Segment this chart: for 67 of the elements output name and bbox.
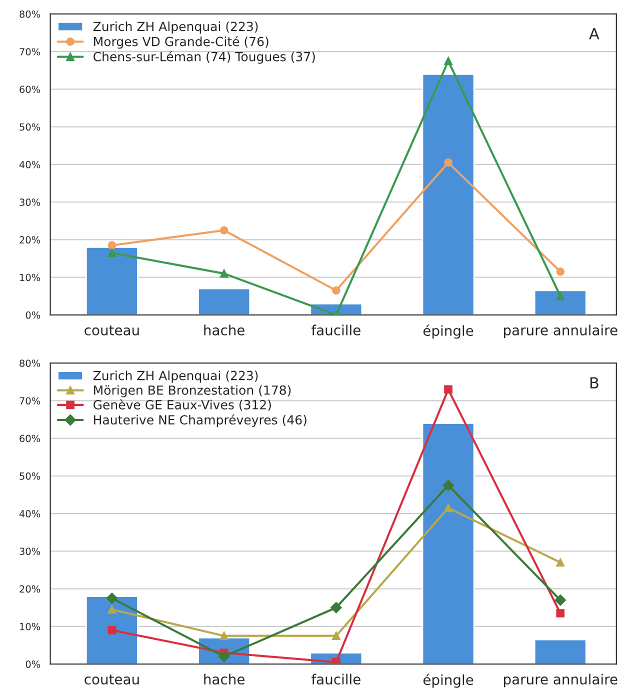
y-tick-label: 20% — [20, 236, 40, 244]
x-tick-label: parure annulaire — [504, 674, 618, 688]
y-tick-label: 60% — [20, 434, 40, 442]
y-tick-label: 10% — [20, 622, 40, 630]
y-tick-label: 50% — [20, 472, 40, 480]
point — [220, 226, 228, 234]
point — [444, 504, 452, 512]
y-tick-label: 10% — [20, 274, 40, 282]
y-tick-label: 80% — [20, 360, 40, 367]
bar — [534, 290, 587, 315]
y-tick-label: 40% — [19, 160, 40, 168]
y-tick-label: 80% — [20, 10, 40, 18]
bar — [534, 638, 587, 664]
x-tick-label: hache — [204, 324, 244, 336]
bar — [85, 596, 138, 664]
y-tick-label: 70% — [20, 48, 40, 56]
legend-label: Genève GE Eaux-Vives (312) — [94, 399, 271, 411]
x-tick-label: couteau — [84, 674, 139, 685]
point — [554, 594, 566, 606]
point — [218, 650, 230, 662]
y-tick-label: 0% — [26, 660, 40, 668]
x-tick-label: couteau — [84, 325, 139, 336]
y-tick-label: 20% — [20, 585, 40, 593]
legend-label: Mörigen BE Bronzestation (178) — [94, 385, 291, 398]
point — [556, 558, 565, 567]
bar — [85, 246, 138, 315]
x-tick-label: hache — [204, 674, 244, 685]
point — [108, 248, 116, 258]
point — [220, 269, 228, 278]
x-tick-label: épingle — [423, 324, 474, 339]
point — [444, 56, 452, 66]
point — [330, 602, 342, 614]
x-tick-label: faucille — [312, 324, 360, 336]
annotation: A — [589, 28, 600, 40]
legend-label: Chens-sur-Léman (74) Tougues (37) — [94, 51, 315, 64]
point — [332, 658, 340, 664]
point — [442, 480, 454, 491]
x-tick-label: épingle — [423, 674, 474, 688]
bar — [422, 422, 475, 664]
point — [108, 605, 116, 614]
point — [108, 241, 116, 250]
bar — [198, 288, 251, 315]
y-tick-label: 0% — [26, 311, 40, 319]
bar — [422, 73, 475, 315]
point — [444, 158, 452, 167]
point — [332, 286, 340, 295]
legend-label: Morges VD Grande-Cité (76) — [94, 36, 268, 49]
point — [556, 609, 565, 618]
point — [220, 632, 228, 640]
annotation: B — [590, 377, 598, 388]
y-tick-label: 50% — [20, 123, 40, 131]
point — [556, 268, 565, 276]
point — [106, 592, 118, 604]
legend-label: Zurich ZH Alpenquai (223) — [93, 21, 258, 34]
point — [108, 626, 116, 634]
y-tick-label: 40% — [19, 510, 40, 518]
y-tick-label: 30% — [20, 198, 40, 206]
legend-label: Zurich ZH Alpenquai (223) — [93, 370, 258, 383]
point — [556, 292, 565, 300]
y-tick-label: 60% — [20, 86, 40, 94]
x-tick-label: parure annulaire — [504, 324, 618, 338]
point — [444, 385, 452, 394]
point — [332, 632, 340, 640]
y-tick-label: 30% — [20, 548, 40, 556]
legend-label: Hauterive NE Champréveyres (46) — [94, 414, 306, 427]
y-tick-label: 70% — [20, 397, 40, 405]
x-tick-label: faucille — [312, 674, 360, 685]
